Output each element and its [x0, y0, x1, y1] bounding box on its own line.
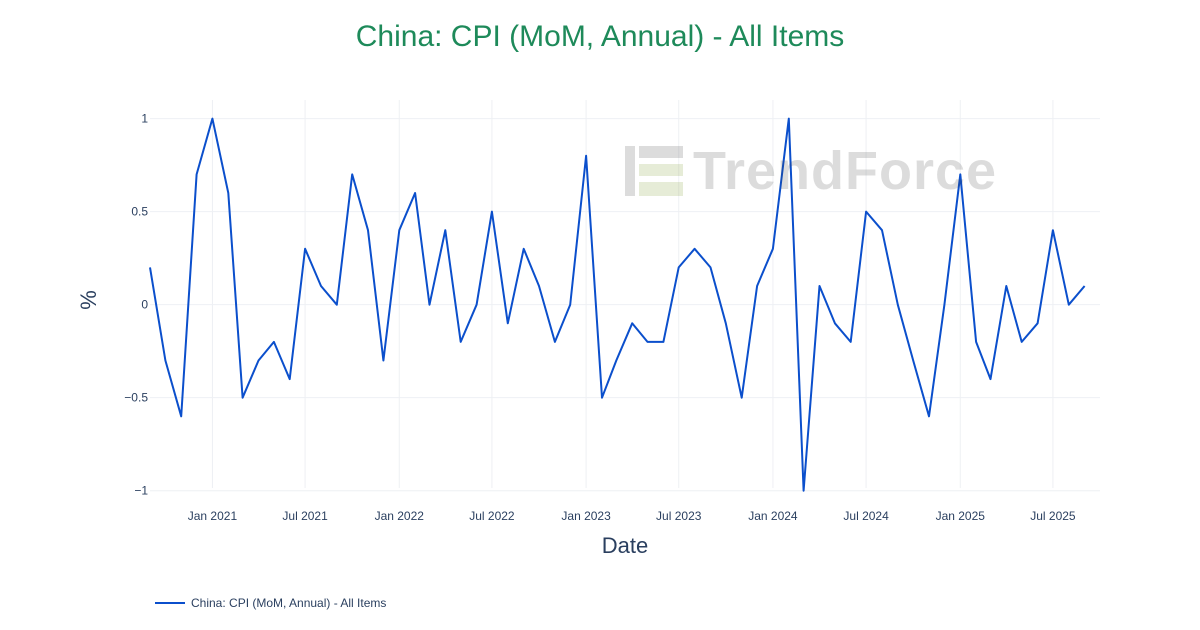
- data-point[interactable]: [817, 283, 823, 289]
- data-point[interactable]: [426, 302, 432, 308]
- y-tick-label: −1: [134, 484, 148, 498]
- y-axis-ticks: 1 0.5 0 −0.5 −1: [124, 112, 148, 498]
- data-point[interactable]: [660, 339, 666, 345]
- data-point[interactable]: [832, 320, 838, 326]
- data-point[interactable]: [147, 264, 153, 270]
- data-point[interactable]: [629, 320, 635, 326]
- x-tick-label: Jul 2025: [1030, 509, 1076, 523]
- chart-title: China: CPI (MoM, Annual) - All Items: [355, 20, 845, 53]
- data-point[interactable]: [692, 246, 698, 252]
- data-point[interactable]: [676, 264, 682, 270]
- data-point[interactable]: [739, 395, 745, 401]
- data-point[interactable]: [225, 190, 231, 196]
- data-point[interactable]: [552, 339, 558, 345]
- x-tick-label: Jan 2021: [188, 509, 238, 523]
- data-point[interactable]: [1050, 227, 1056, 233]
- data-point[interactable]: [334, 302, 340, 308]
- data-point[interactable]: [879, 227, 885, 233]
- data-point[interactable]: [178, 413, 184, 419]
- series-layer: [147, 116, 1088, 494]
- data-point[interactable]: [583, 153, 589, 159]
- y-tick-label: −0.5: [124, 391, 148, 405]
- data-point[interactable]: [987, 376, 993, 382]
- data-point[interactable]: [458, 339, 464, 345]
- x-gridlines: [211, 100, 1054, 488]
- legend-line-swatch: [155, 602, 185, 604]
- data-point[interactable]: [645, 339, 651, 345]
- x-tick-label: Jan 2022: [375, 509, 425, 523]
- data-point[interactable]: [707, 264, 713, 270]
- data-point[interactable]: [194, 171, 200, 177]
- data-point[interactable]: [1082, 283, 1088, 289]
- x-axis-title: Date: [602, 533, 648, 558]
- x-tick-label: Jan 2025: [936, 509, 986, 523]
- data-point[interactable]: [957, 171, 963, 177]
- data-point[interactable]: [1035, 320, 1041, 326]
- data-point[interactable]: [302, 246, 308, 252]
- data-point[interactable]: [754, 283, 760, 289]
- data-point[interactable]: [240, 395, 246, 401]
- data-point[interactable]: [162, 357, 168, 363]
- data-point[interactable]: [863, 209, 869, 215]
- x-tick-label: Jan 2024: [748, 509, 798, 523]
- data-point[interactable]: [365, 227, 371, 233]
- data-point[interactable]: [412, 190, 418, 196]
- y-tick-label: 1: [141, 112, 148, 126]
- legend[interactable]: China: CPI (MoM, Annual) - All Items: [155, 596, 386, 610]
- data-point[interactable]: [349, 171, 355, 177]
- data-point[interactable]: [1019, 339, 1025, 345]
- data-point[interactable]: [599, 395, 605, 401]
- data-point[interactable]: [910, 357, 916, 363]
- y-axis-title: %: [76, 290, 101, 310]
- data-point[interactable]: [786, 116, 792, 122]
- x-axis-ticks: Jan 2021 Jul 2021 Jan 2022 Jul 2022 Jan 2023…: [188, 509, 1076, 523]
- data-point[interactable]: [895, 302, 901, 308]
- series-line: [149, 117, 1086, 492]
- data-point[interactable]: [1066, 302, 1072, 308]
- data-point[interactable]: [941, 302, 947, 308]
- data-point[interactable]: [723, 320, 729, 326]
- x-tick-label: Jul 2022: [469, 509, 515, 523]
- data-point[interactable]: [521, 246, 527, 252]
- x-tick-label: Jan 2023: [561, 509, 611, 523]
- x-tick-label: Jul 2024: [843, 509, 889, 523]
- data-point[interactable]: [926, 413, 932, 419]
- y-gridlines: [150, 118, 1100, 492]
- y-tick-label: 0.5: [131, 205, 148, 219]
- data-point[interactable]: [318, 283, 324, 289]
- data-point[interactable]: [536, 283, 542, 289]
- x-tick-label: Jul 2021: [282, 509, 328, 523]
- data-point[interactable]: [209, 116, 215, 122]
- data-point[interactable]: [489, 209, 495, 215]
- y-tick-label: 0: [141, 298, 148, 312]
- data-point[interactable]: [505, 320, 511, 326]
- data-point[interactable]: [801, 488, 807, 494]
- data-point[interactable]: [1003, 283, 1009, 289]
- x-tick-label: Jul 2023: [656, 509, 702, 523]
- data-point[interactable]: [567, 302, 573, 308]
- data-point[interactable]: [287, 376, 293, 382]
- data-point[interactable]: [256, 357, 262, 363]
- data-point[interactable]: [613, 357, 619, 363]
- data-point[interactable]: [271, 339, 277, 345]
- data-point[interactable]: [848, 339, 854, 345]
- legend-label: China: CPI (MoM, Annual) - All Items: [191, 596, 387, 610]
- data-point[interactable]: [396, 227, 402, 233]
- data-point[interactable]: [973, 339, 979, 345]
- data-point[interactable]: [442, 227, 448, 233]
- data-point[interactable]: [474, 302, 480, 308]
- data-point[interactable]: [770, 246, 776, 252]
- data-point[interactable]: [380, 357, 386, 363]
